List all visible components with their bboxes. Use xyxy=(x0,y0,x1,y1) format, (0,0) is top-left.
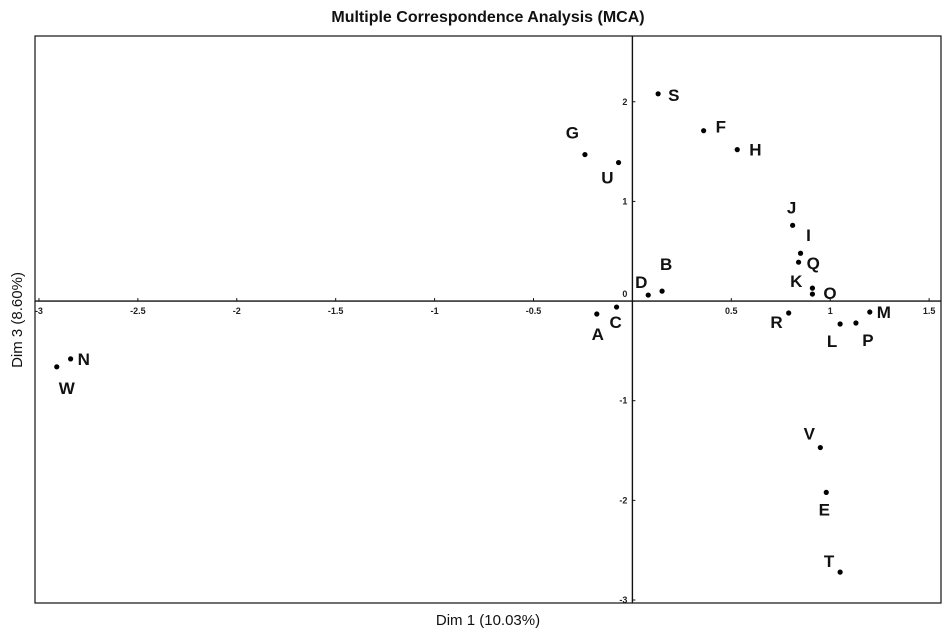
point-label: U xyxy=(601,169,613,188)
point-label: R xyxy=(770,313,782,332)
point-a xyxy=(594,311,600,317)
point-label: G xyxy=(566,124,579,143)
point-w xyxy=(54,364,60,370)
point-k xyxy=(809,285,816,291)
point-label: W xyxy=(59,379,76,398)
point-s xyxy=(655,91,661,97)
point-label: B xyxy=(660,255,672,274)
point-i xyxy=(797,250,804,256)
point-label: C xyxy=(609,313,621,332)
point-label: F xyxy=(716,118,726,137)
point-label: N xyxy=(78,350,90,369)
x-tick-label: 0.5 xyxy=(725,306,738,316)
point-label: H xyxy=(749,141,761,160)
point-b xyxy=(659,288,665,294)
x-tick-label: -3 xyxy=(35,306,43,316)
x-tick-label: -2 xyxy=(233,306,241,316)
x-ticks: -3 -2.5 -2 -1.5 -1 -0.5 0.5 1 1.5 xyxy=(35,298,935,316)
point-n xyxy=(68,356,74,362)
point-label: L xyxy=(827,332,837,351)
y-tick-label: -3 xyxy=(619,595,627,605)
point-label: M xyxy=(877,303,891,322)
y-tick-label: 2 xyxy=(622,97,627,107)
x-tick-label: -1.5 xyxy=(328,306,344,316)
x-tick-label: 1.5 xyxy=(923,306,936,316)
point-r xyxy=(786,310,792,316)
point-m xyxy=(867,309,873,315)
y-tick-label: 1 xyxy=(622,196,627,206)
point-label: P xyxy=(862,331,873,350)
point-p xyxy=(853,320,859,326)
point-l xyxy=(837,321,843,327)
y-tick-label: -2 xyxy=(619,495,627,505)
point-d xyxy=(645,292,651,298)
y-ticks: -3 -2 -1 0 1 2 xyxy=(619,97,636,605)
point-label: S xyxy=(668,86,679,105)
x-tick-label: 1 xyxy=(828,306,833,316)
point-u xyxy=(615,159,622,166)
point-j xyxy=(790,222,796,228)
point-label: K xyxy=(790,272,803,291)
point-label: T xyxy=(824,552,835,571)
point-label: J xyxy=(787,198,796,217)
point-label: E xyxy=(819,500,830,519)
point-e xyxy=(823,489,829,495)
point-t xyxy=(837,569,843,575)
x-tick-label: -2.5 xyxy=(130,306,146,316)
point-label: V xyxy=(804,425,816,444)
point-o xyxy=(809,291,816,297)
point-label: I xyxy=(806,226,811,245)
plot-frame xyxy=(34,35,942,604)
axes xyxy=(35,36,941,603)
point-c xyxy=(613,304,620,310)
point-label: A xyxy=(592,325,604,344)
point-label: D xyxy=(635,273,647,292)
point-v xyxy=(817,444,823,451)
point-f xyxy=(701,128,707,134)
point-g xyxy=(582,151,588,158)
x-axis-label: Dim 1 (10.03%) xyxy=(436,612,540,629)
chart-title: Multiple Correspondence Analysis (MCA) xyxy=(331,9,644,26)
y-tick-label: -1 xyxy=(619,396,627,406)
y-axis-label: Dim 3 (8.60%) xyxy=(9,272,26,368)
point-label: O xyxy=(823,284,836,303)
y-tick-label: 0 xyxy=(622,289,627,299)
x-tick-label: -0.5 xyxy=(526,306,542,316)
point-label: Q xyxy=(807,254,820,273)
point-q xyxy=(795,259,802,265)
x-tick-label: -1 xyxy=(431,306,439,316)
point-h xyxy=(734,146,740,153)
